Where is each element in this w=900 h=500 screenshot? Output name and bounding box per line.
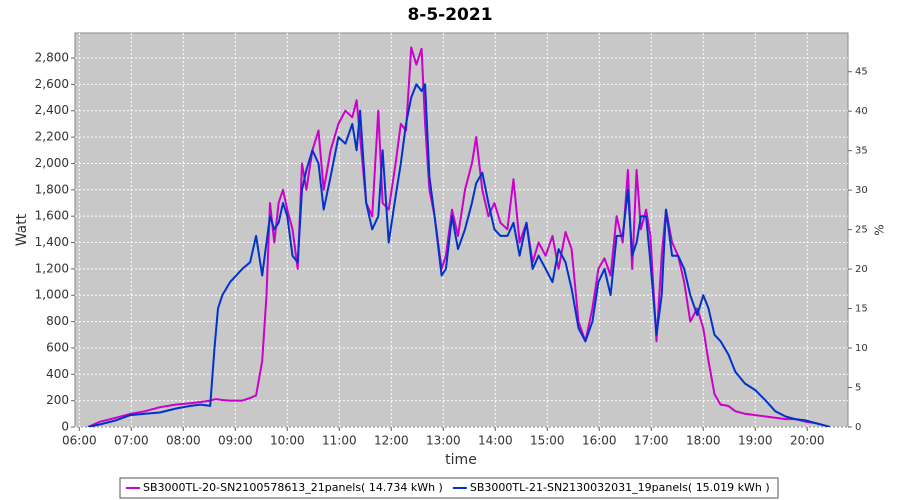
y2-tick-label: 5 — [855, 383, 861, 394]
y-tick-label: 2,600 — [35, 77, 69, 91]
series-line — [87, 83, 831, 427]
y2-tick-label: 35 — [855, 146, 868, 157]
x-tick-label: 17:00 — [634, 434, 669, 448]
x-tick-label: 07:00 — [114, 434, 149, 448]
y-tick-label: 800 — [46, 314, 69, 328]
x-tick-label: 16:00 — [582, 434, 617, 448]
x-tick-label: 14:00 — [478, 434, 513, 448]
y-tick-label: 200 — [46, 393, 69, 407]
y-tick-label: 2,200 — [35, 130, 69, 144]
series-line — [87, 46, 831, 427]
y-tick-label: 400 — [46, 367, 69, 381]
legend — [119, 477, 779, 499]
y2-tick-label: 40 — [855, 106, 868, 117]
x-tick-label: 19:00 — [738, 434, 773, 448]
x-tick-label: 18:00 — [686, 434, 721, 448]
x-tick-label: 10:00 — [270, 434, 305, 448]
y-tick-label: 1,800 — [35, 182, 69, 196]
x-tick-label: 11:00 — [322, 434, 357, 448]
y2-tick-label: 15 — [855, 304, 868, 315]
y-axis-label: Watt — [14, 213, 30, 246]
y2-tick-label: 10 — [855, 343, 868, 354]
x-tick-label: 06:00 — [62, 434, 97, 448]
x-axis-label: time — [445, 452, 477, 468]
chart-title: 8-5-2021 — [407, 5, 492, 25]
y-tick-label: 1,000 — [35, 288, 69, 302]
y-tick-label: 1,200 — [35, 261, 69, 275]
y-tick-label: 2,400 — [35, 103, 69, 117]
y-tick-label: 2,800 — [35, 51, 69, 65]
y-tick-label: 2,000 — [35, 156, 69, 170]
plot-area — [74, 32, 849, 428]
y2-tick-label: 45 — [855, 67, 868, 78]
y2-tick-label: 0 — [855, 422, 861, 433]
x-tick-label: 09:00 — [218, 434, 253, 448]
legend-label: SB3000TL-20-SN2100578613_21panels( 14.73… — [143, 481, 443, 494]
x-tick-label: 12:00 — [374, 434, 409, 448]
y-tick-label: 1,600 — [35, 209, 69, 223]
y2-tick-label: 30 — [855, 185, 868, 196]
x-tick-label: 20:00 — [790, 434, 825, 448]
legend-label: SB3000TL-21-SN2130032031_19panels( 15.01… — [470, 481, 770, 494]
x-tick-label: 08:00 — [166, 434, 201, 448]
x-tick-label: 13:00 — [426, 434, 461, 448]
y-tick-label: 600 — [46, 340, 69, 354]
y-tick-label: 1,400 — [35, 235, 69, 249]
y-tick-label: 0 — [61, 420, 69, 434]
x-tick-label: 15:00 — [530, 434, 565, 448]
y2-tick-label: 20 — [855, 264, 868, 275]
y2-axis-label: % — [873, 224, 887, 235]
y2-tick-label: 25 — [855, 225, 868, 236]
